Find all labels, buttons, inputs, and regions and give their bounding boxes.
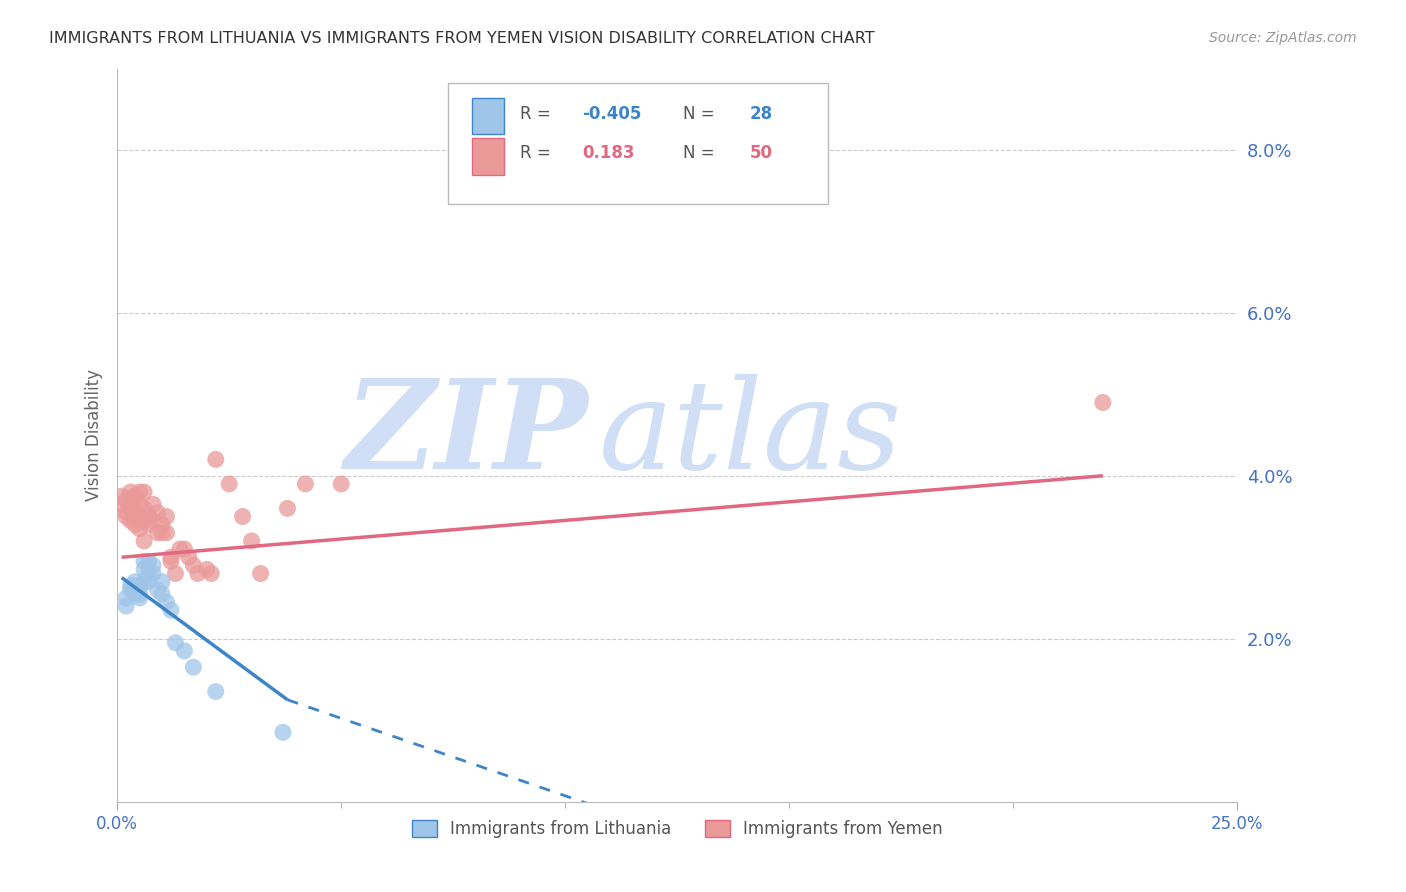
Point <box>120 582 142 597</box>
Point <box>138 554 160 568</box>
Point <box>155 509 177 524</box>
Point <box>138 517 160 532</box>
Point <box>150 587 173 601</box>
Legend: Immigrants from Lithuania, Immigrants from Yemen: Immigrants from Lithuania, Immigrants fr… <box>405 813 949 845</box>
Point <box>240 533 263 548</box>
Point <box>183 558 205 573</box>
Point <box>132 501 155 516</box>
FancyBboxPatch shape <box>472 98 503 135</box>
Point <box>132 514 155 528</box>
Point <box>150 525 173 540</box>
Point <box>128 579 150 593</box>
Point <box>132 554 155 568</box>
Point <box>132 533 155 548</box>
Text: Source: ZipAtlas.com: Source: ZipAtlas.com <box>1209 31 1357 45</box>
Text: R =: R = <box>520 144 557 161</box>
Text: R =: R = <box>520 105 557 123</box>
Point <box>124 489 146 503</box>
Point <box>124 579 146 593</box>
Point <box>120 485 142 500</box>
Point <box>115 591 138 605</box>
Point <box>128 591 150 605</box>
Point <box>120 579 142 593</box>
Point <box>160 603 183 617</box>
Point <box>146 525 169 540</box>
Point <box>115 509 138 524</box>
Point <box>142 566 165 581</box>
Point <box>146 505 169 519</box>
Text: 0.183: 0.183 <box>582 144 634 161</box>
Text: 28: 28 <box>749 105 773 123</box>
Point <box>173 542 195 557</box>
Text: N =: N = <box>683 144 720 161</box>
Point <box>128 485 150 500</box>
Y-axis label: Vision Disability: Vision Disability <box>86 369 103 501</box>
Point <box>132 574 155 589</box>
Point <box>294 477 316 491</box>
Point <box>142 514 165 528</box>
Point <box>177 550 200 565</box>
Point <box>120 514 142 528</box>
Point <box>155 595 177 609</box>
Point <box>115 493 138 508</box>
Point <box>249 566 271 581</box>
Point <box>232 509 254 524</box>
Point <box>183 660 205 674</box>
Point <box>138 566 160 581</box>
Point <box>111 497 134 511</box>
Point <box>195 562 218 576</box>
Point <box>124 517 146 532</box>
Point <box>218 477 240 491</box>
Point <box>165 636 187 650</box>
Point <box>155 525 177 540</box>
Text: N =: N = <box>683 105 720 123</box>
Point <box>146 582 169 597</box>
Point <box>150 517 173 532</box>
FancyBboxPatch shape <box>447 83 828 204</box>
Point <box>1091 395 1114 409</box>
FancyBboxPatch shape <box>472 138 503 175</box>
Text: ZIP: ZIP <box>344 375 588 496</box>
Point <box>204 684 226 698</box>
Point <box>187 566 209 581</box>
Text: IMMIGRANTS FROM LITHUANIA VS IMMIGRANTS FROM YEMEN VISION DISABILITY CORRELATION: IMMIGRANTS FROM LITHUANIA VS IMMIGRANTS … <box>49 31 875 46</box>
Text: atlas: atlas <box>599 375 903 496</box>
Point <box>150 574 173 589</box>
Point <box>128 587 150 601</box>
Point <box>128 522 150 536</box>
Point <box>200 566 222 581</box>
Point <box>128 509 150 524</box>
Point <box>138 509 160 524</box>
Point <box>115 505 138 519</box>
Point <box>160 550 183 565</box>
Point <box>128 497 150 511</box>
Point <box>132 485 155 500</box>
Point <box>173 644 195 658</box>
Point <box>124 501 146 516</box>
Point <box>330 477 353 491</box>
Point <box>169 542 191 557</box>
Point <box>204 452 226 467</box>
Text: -0.405: -0.405 <box>582 105 641 123</box>
Point <box>142 497 165 511</box>
Text: 50: 50 <box>749 144 773 161</box>
Point <box>276 501 298 516</box>
Point <box>138 574 160 589</box>
Point <box>165 566 187 581</box>
Point <box>120 497 142 511</box>
Point <box>160 554 183 568</box>
Point <box>115 599 138 613</box>
Point <box>124 587 146 601</box>
Point <box>132 562 155 576</box>
Point <box>111 489 134 503</box>
Point <box>124 574 146 589</box>
Point <box>124 514 146 528</box>
Point <box>120 501 142 516</box>
Point <box>271 725 294 739</box>
Point <box>142 558 165 573</box>
